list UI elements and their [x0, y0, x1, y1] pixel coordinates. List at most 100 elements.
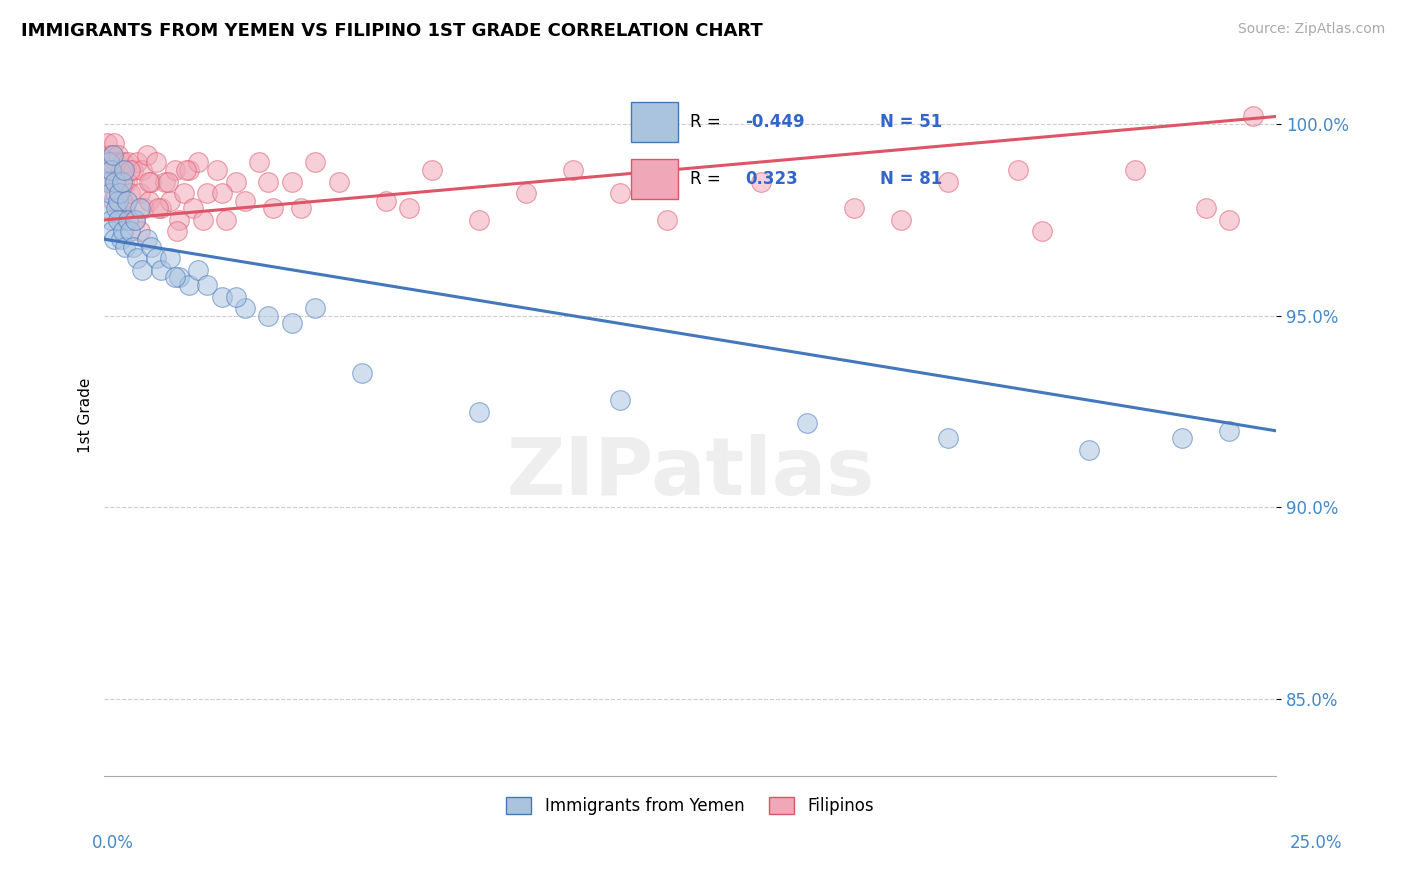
Text: ZIPatlas: ZIPatlas: [506, 434, 875, 512]
Point: [1241, 110, 1264, 124]
Point: [101, 194, 124, 208]
Point: [1007, 163, 1029, 178]
Point: [281, 317, 304, 331]
Point: [112, 225, 135, 239]
Point: [98, 163, 121, 178]
Point: [290, 202, 312, 216]
Point: [96, 136, 118, 151]
Point: [114, 202, 136, 216]
Point: [159, 194, 181, 208]
Point: [112, 155, 135, 169]
Point: [156, 175, 179, 189]
Point: [328, 175, 350, 189]
Point: [936, 175, 959, 189]
Text: R =: R =: [690, 170, 731, 188]
Point: [352, 367, 374, 381]
Point: [225, 175, 247, 189]
Point: [145, 252, 167, 266]
Point: [225, 290, 247, 304]
Text: 25.0%: 25.0%: [1291, 834, 1343, 852]
Point: [304, 301, 326, 315]
Text: R =: R =: [690, 112, 727, 130]
Point: [121, 163, 143, 178]
Text: -0.449: -0.449: [745, 112, 804, 130]
Point: [124, 213, 146, 227]
Point: [176, 163, 198, 178]
Point: [111, 175, 134, 189]
Point: [197, 186, 219, 201]
Point: [120, 225, 142, 239]
Point: [110, 213, 132, 227]
Point: [110, 232, 132, 246]
Point: [1195, 202, 1218, 216]
Point: [609, 186, 631, 201]
Point: [211, 290, 233, 304]
Point: [104, 175, 127, 189]
Point: [138, 194, 160, 208]
Point: [211, 186, 233, 201]
Point: [107, 148, 129, 162]
Point: [115, 175, 138, 189]
Point: [562, 163, 585, 178]
Point: [233, 194, 256, 208]
Point: [844, 202, 866, 216]
Point: [1077, 442, 1099, 457]
Point: [135, 232, 157, 246]
Point: [112, 163, 135, 178]
Point: [107, 175, 129, 189]
Point: [515, 186, 537, 201]
Point: [108, 202, 131, 216]
Point: [247, 155, 270, 169]
Point: [205, 163, 228, 178]
Point: [115, 194, 138, 208]
Point: [422, 163, 444, 178]
Point: [110, 163, 132, 178]
Y-axis label: 1st Grade: 1st Grade: [79, 378, 93, 453]
Point: [1031, 225, 1053, 239]
Point: [107, 194, 129, 208]
Text: IMMIGRANTS FROM YEMEN VS FILIPINO 1ST GRADE CORRELATION CHART: IMMIGRANTS FROM YEMEN VS FILIPINO 1ST GR…: [21, 22, 763, 40]
Point: [134, 202, 156, 216]
Point: [159, 252, 181, 266]
Point: [187, 155, 209, 169]
Point: [468, 404, 491, 418]
Point: [163, 270, 186, 285]
Point: [374, 194, 396, 208]
Point: [100, 155, 122, 169]
Point: [166, 225, 188, 239]
Point: [215, 213, 238, 227]
Point: [169, 270, 191, 285]
Point: [1125, 163, 1147, 178]
Point: [145, 155, 167, 169]
Point: [468, 213, 491, 227]
Point: [173, 186, 195, 201]
Bar: [631, 102, 678, 142]
Text: Source: ZipAtlas.com: Source: ZipAtlas.com: [1237, 22, 1385, 37]
Point: [257, 309, 280, 323]
Point: [101, 148, 124, 162]
Point: [655, 213, 678, 227]
Point: [114, 240, 136, 254]
Point: [112, 175, 135, 189]
Text: N = 81: N = 81: [880, 170, 942, 188]
Point: [262, 202, 284, 216]
Point: [183, 202, 205, 216]
Point: [936, 432, 959, 446]
Point: [117, 213, 139, 227]
Point: [104, 186, 127, 201]
Text: N = 51: N = 51: [880, 112, 942, 130]
Point: [398, 202, 420, 216]
Point: [107, 213, 129, 227]
Point: [124, 213, 146, 227]
Point: [177, 278, 200, 293]
Legend: Immigrants from Yemen, Filipinos: Immigrants from Yemen, Filipinos: [499, 790, 882, 822]
Point: [749, 175, 772, 189]
Point: [103, 232, 125, 246]
Bar: [631, 159, 678, 199]
Point: [127, 252, 149, 266]
Point: [105, 202, 128, 216]
Point: [257, 175, 280, 189]
Point: [100, 175, 122, 189]
Point: [138, 175, 160, 189]
Point: [141, 175, 163, 189]
